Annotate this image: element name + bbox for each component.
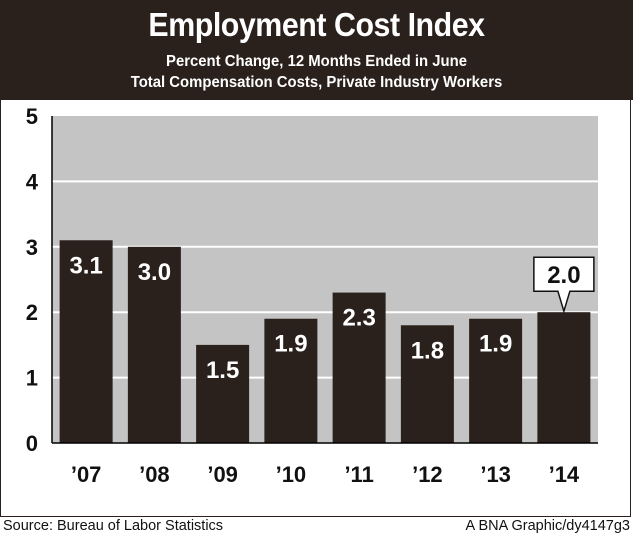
- bar: [59, 240, 113, 443]
- chart-subtitle-line-1: Percent Change, 12 Months Ended in June: [166, 53, 467, 70]
- value-label: 2.0: [547, 262, 580, 289]
- value-label: 1.9: [274, 331, 307, 358]
- value-label: 1.8: [411, 337, 444, 364]
- bar: [400, 325, 454, 443]
- value-label: 1.5: [206, 357, 239, 384]
- bar: [469, 318, 523, 443]
- callout-box: [533, 256, 595, 314]
- y-tick-label: 2: [26, 300, 38, 325]
- x-tick-label: ’13: [480, 462, 511, 487]
- x-tick-label: ’12: [412, 462, 443, 487]
- source-note: Source: Bureau of Labor Statistics: [3, 518, 224, 534]
- y-tick-label: 5: [26, 104, 38, 129]
- chart-title: Employment Cost Index: [148, 6, 485, 43]
- bar: [537, 312, 591, 443]
- value-label: 1.9: [479, 331, 512, 358]
- x-tick-label: ’08: [139, 462, 170, 487]
- value-label: 3.0: [138, 259, 171, 286]
- chart-subtitle-line-2: Total Compensation Costs, Private Indust…: [130, 74, 503, 91]
- x-tick-label: ’07: [71, 462, 102, 487]
- value-label: 2.3: [342, 305, 375, 332]
- bar: [264, 318, 318, 443]
- bar-chart: 0 1 2 3 4 5 3.1 ’07 3.0 ’08 1.5 ’09 1.9 ’10 2.3 ’11 1.8 ’…: [26, 104, 598, 487]
- y-tick-label: 4: [26, 169, 39, 194]
- bar: [127, 246, 181, 443]
- y-tick-label: 3: [26, 235, 38, 260]
- x-tick-label: ’11: [344, 462, 373, 487]
- y-tick-label: 0: [26, 431, 38, 456]
- x-tick-label: ’10: [276, 462, 307, 487]
- value-label: 3.1: [69, 252, 102, 279]
- x-tick-label: ’14: [549, 462, 580, 487]
- graphic-credit: A BNA Graphic/dy4147g3: [465, 518, 630, 534]
- bar: [332, 292, 386, 443]
- bar: [196, 344, 250, 443]
- x-tick-label: ’09: [207, 462, 238, 487]
- y-tick-label: 1: [26, 366, 38, 391]
- chart-header: Employment Cost Index Percent Change, 12…: [0, 0, 633, 100]
